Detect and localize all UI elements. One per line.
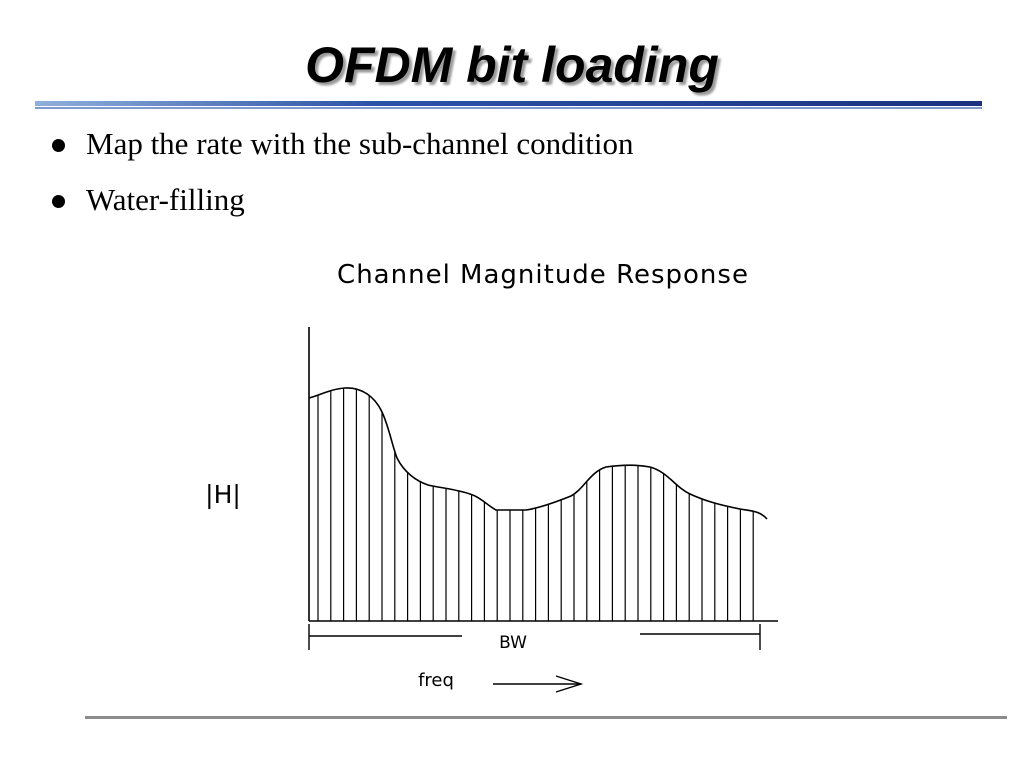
bandwidth-label: BW	[499, 633, 527, 653]
subcarrier-lines	[317, 388, 754, 621]
magnitude-curve	[308, 387, 768, 520]
freq-arrow-icon	[493, 675, 584, 693]
title-divider	[35, 101, 982, 109]
bullet-text: Map the rate with the sub-channel condit…	[86, 126, 634, 161]
bullet-text: Water-filling	[86, 182, 245, 217]
footer-divider	[85, 716, 1007, 719]
bullet-item: Map the rate with the sub-channel condit…	[50, 124, 634, 180]
bullet-list: Map the rate with the sub-channel condit…	[50, 124, 634, 236]
y-axis-label: |H|	[205, 480, 241, 509]
slide-title: OFDM bit loading	[305, 37, 719, 93]
freq-label: freq	[418, 670, 454, 691]
bandwidth-marker	[308, 624, 761, 650]
bullet-icon	[52, 139, 65, 152]
diagram-title: Channel Magnitude Response	[337, 260, 749, 290]
bullet-item: Water-filling	[50, 180, 634, 236]
bullet-icon	[52, 195, 65, 208]
